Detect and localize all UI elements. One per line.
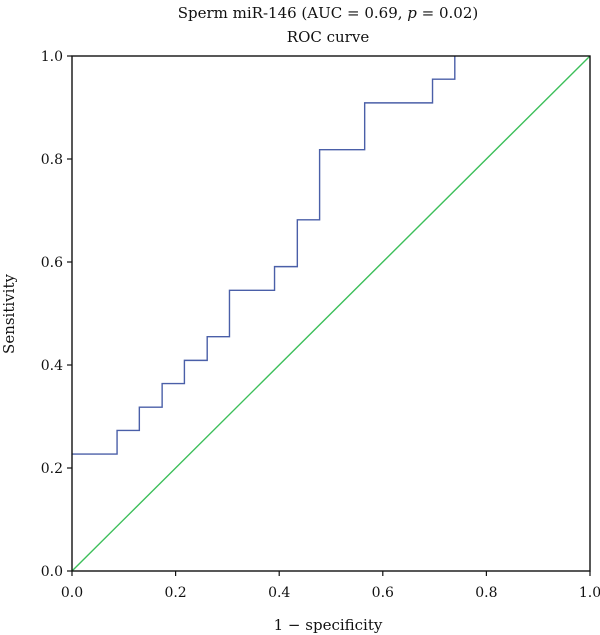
y-tick-label: 0.2 bbox=[41, 461, 63, 477]
x-tick-label: 0.8 bbox=[475, 585, 497, 601]
x-tick-label: 0.2 bbox=[164, 585, 186, 601]
roc-curve-line bbox=[72, 56, 456, 455]
y-axis-label: Sensitivity bbox=[0, 274, 18, 354]
reference-diagonal-line bbox=[71, 55, 591, 572]
y-tick-label: 0.4 bbox=[41, 358, 63, 374]
x-axis-label: 1 − specificity bbox=[274, 616, 383, 634]
x-tick-label: 0.4 bbox=[268, 585, 290, 601]
chart-title: Sperm miR-146 (AUC = 0.69, p = 0.02) bbox=[178, 4, 479, 22]
y-tick-label: 0.6 bbox=[41, 255, 63, 271]
x-tick-label: 0.0 bbox=[61, 585, 83, 601]
y-tick-label: 0.8 bbox=[41, 152, 63, 168]
chart-subtitle: ROC curve bbox=[287, 28, 370, 46]
x-tick-label: 0.6 bbox=[372, 585, 394, 601]
y-tick-label: 1.0 bbox=[41, 49, 63, 65]
plot-frame bbox=[71, 55, 591, 572]
plot-area: 0.0 0.2 0.4 0.6 0.8 1.0 0.0 0.2 0.4 0.6 0.8 1.0 bbox=[41, 49, 600, 601]
y-tick-label: 0.0 bbox=[41, 564, 63, 580]
x-tick-label: 1.0 bbox=[579, 585, 600, 601]
